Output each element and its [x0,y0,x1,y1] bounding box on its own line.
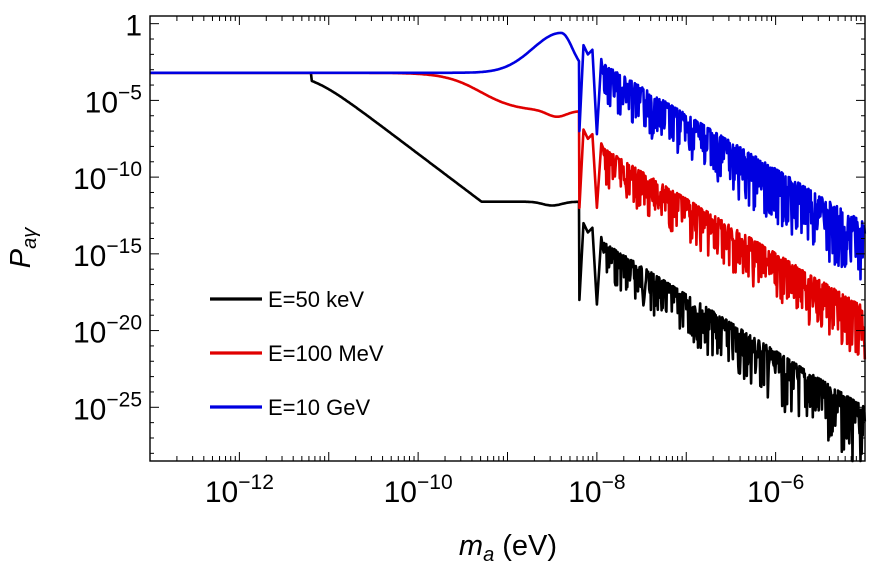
y-axis-title-sub: aγ [19,227,41,249]
y-tick-label-base: 10 [85,86,118,119]
y-tick-label-base: 10 [73,163,106,196]
y-tick-label: 10−5 [85,81,142,119]
x-tick-label-base: 10 [568,476,601,509]
series-line-e-10-gev [149,31,867,281]
x-tick-label-exponent: −10 [417,471,453,494]
legend: E=50 keV E=100 MeV E=10 GeV [210,287,384,420]
x-axis-title-symbol: m [459,530,483,562]
y-tick-label: 10−10 [73,158,142,196]
y-tick-label: 1 [125,10,142,43]
y-tick-label-exponent: −5 [118,81,142,104]
x-axis-title-sub: a [483,544,494,564]
x-tick-label-exponent: −8 [602,471,626,494]
y-axis-title: Paγ [5,227,41,268]
y-tick-label-base: 10 [73,240,106,273]
x-tick-label: 10−6 [747,471,804,509]
y-tick-label-exponent: −20 [106,312,142,335]
y-tick-label-base: 10 [73,317,106,350]
x-tick-label-base: 10 [747,476,780,509]
series-line-e-100-mev [149,71,867,360]
x-tick-label: 10−8 [568,471,625,509]
y-tick-label-base: 10 [73,393,106,426]
y-axis-title-symbol: P [5,248,37,268]
x-tick-label: 10−10 [384,471,453,509]
y-tick-label: 10−20 [73,312,142,350]
x-axis-title: ma (eV) [459,530,557,564]
y-tick-label-exponent: −25 [106,388,142,411]
y-tick-label-base: 1 [125,10,142,43]
x-tick-label: 10−12 [205,471,274,509]
x-tick-label-base: 10 [205,476,238,509]
y-tick-label: 10−25 [73,388,142,426]
y-tick-label-exponent: −15 [106,235,142,258]
legend-label: E=100 MeV [268,341,384,366]
x-tick-label-base: 10 [384,476,417,509]
legend-label: E=10 GeV [268,395,370,420]
series-layer [149,31,867,463]
y-tick-label: 10−15 [73,235,142,273]
x-tick-label-exponent: −6 [780,471,804,494]
x-tick-label-exponent: −12 [238,471,274,494]
x-axis-title-unit: (eV) [494,530,557,562]
legend-label: E=50 keV [268,287,364,312]
tick-layer: 10−12 10−10 10−8 10−6110−510−1010−1510−2010… [73,10,866,509]
plot-frame [149,15,866,462]
y-tick-label-exponent: −10 [106,158,142,181]
